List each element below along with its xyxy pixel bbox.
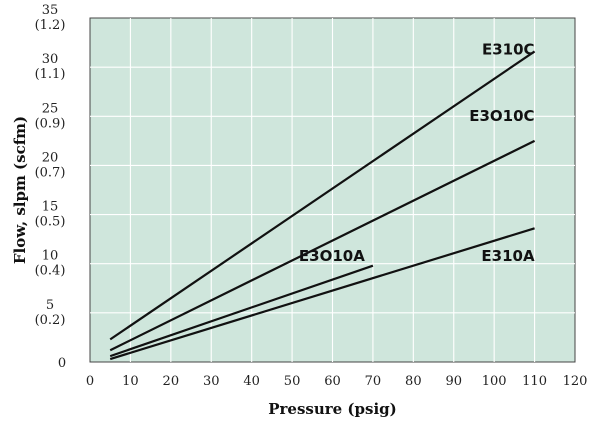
y-axis-title: Flow, slpm (scfm) (11, 116, 29, 264)
x-tick-label: 60 (324, 374, 341, 389)
y-tick-label-slpm: 25 (42, 101, 59, 116)
y-tick-label-scfm: (0.9) (35, 116, 66, 131)
series-label-e310c: E310C (482, 40, 535, 58)
y-axis-ticks: 05(0.2)10(0.4)15(0.5)20(0.7)25(0.9)30(1.… (35, 3, 67, 371)
series-label-e310a: E310A (481, 247, 535, 265)
y-tick-label-scfm: (0.5) (35, 215, 66, 230)
series-label-e3o10a: E3O10A (299, 247, 365, 265)
series-line-e3o10a (109, 264, 374, 358)
y-tick-label-slpm: 35 (42, 3, 59, 18)
series-line-e3o10c (109, 139, 536, 352)
x-tick-label: 80 (405, 374, 422, 389)
series-line-e310a (109, 227, 535, 361)
series-label-e3o10c: E3O10C (469, 107, 534, 125)
x-axis-title: Pressure (psig) (268, 400, 397, 418)
x-tick-label: 0 (86, 374, 94, 389)
y-tick-label-scfm: (0.7) (35, 165, 66, 180)
y-tick-label-scfm: (1.1) (35, 67, 66, 82)
x-tick-label: 10 (122, 374, 139, 389)
y-tick-label-slpm: 15 (42, 200, 59, 215)
series-line-e310c (109, 50, 536, 341)
x-tick-label: 110 (522, 374, 547, 389)
y-tick-label-scfm: (0.4) (35, 264, 66, 279)
y-tick-label-slpm: 10 (42, 249, 59, 264)
x-tick-label: 100 (482, 374, 507, 389)
x-tick-label: 50 (284, 374, 301, 389)
series-labels: E310C E3O10C E3O10A E310A (299, 40, 535, 264)
x-tick-label: 30 (203, 374, 220, 389)
series-lines (109, 50, 536, 361)
y-tick-label-slpm: 5 (46, 298, 54, 313)
y-tick-label-slpm: 20 (42, 150, 59, 165)
grid (90, 18, 575, 362)
x-tick-label: 40 (243, 374, 260, 389)
x-tick-label: 120 (563, 374, 588, 389)
x-tick-label: 70 (365, 374, 382, 389)
y-tick-label-slpm: 30 (42, 52, 59, 67)
x-tick-label: 90 (445, 374, 462, 389)
y-tick-label-scfm: (0.2) (35, 313, 66, 328)
y-tick-label-slpm: 0 (58, 356, 66, 371)
x-tick-label: 20 (163, 374, 180, 389)
y-tick-label-scfm: (1.2) (35, 18, 66, 33)
x-axis-ticks: 0 10 20 30 40 50 60 70 80 90 100 110 120 (86, 374, 588, 389)
